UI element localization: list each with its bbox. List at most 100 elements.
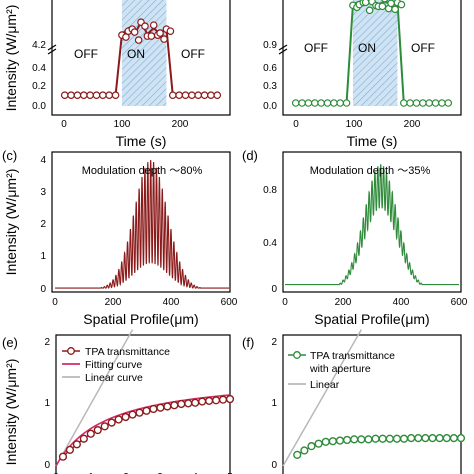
f-point — [392, 434, 402, 443]
a-point — [67, 91, 75, 100]
panel-e-ytick-2: 1 — [44, 398, 50, 409]
e-point — [156, 403, 165, 412]
e-point — [163, 402, 172, 411]
panel-b-state-off-2: OFF — [411, 41, 435, 55]
f-point — [449, 434, 458, 443]
f-point — [364, 435, 373, 444]
f-point — [350, 435, 359, 444]
b-point — [391, 5, 399, 14]
panel-f-ytick-2: 1 — [271, 398, 277, 409]
e-point — [135, 408, 144, 417]
b-point — [336, 99, 345, 107]
f-point — [414, 434, 423, 443]
a-point — [181, 91, 190, 100]
a-point — [79, 91, 88, 100]
a-point — [111, 91, 120, 100]
panel-d-xtick-4: 600 — [451, 297, 468, 308]
a-point — [156, 29, 164, 37]
a-point — [175, 91, 183, 100]
panel-c-ylabel: Intensity (W/μm²) — [3, 169, 19, 276]
b-point — [425, 99, 434, 107]
e-point — [142, 406, 151, 415]
e-point — [79, 434, 88, 443]
panel-c-series-line — [55, 159, 229, 289]
panel-d-xtick-3: 400 — [393, 297, 410, 308]
f-point — [399, 434, 409, 443]
f-point — [314, 439, 323, 448]
b-point — [419, 99, 427, 107]
panel-e-frame — [55, 334, 231, 474]
b-point — [361, 0, 370, 7]
panel-c-ytick-2: 3 — [40, 187, 46, 198]
a-point — [213, 91, 222, 100]
a-point — [168, 91, 177, 100]
panel-c-label: (c) — [2, 148, 17, 163]
b-point — [330, 99, 338, 107]
e-point — [149, 404, 158, 414]
panel-a-ylabel: Intensity (W/μm²) — [3, 5, 19, 112]
f-point — [442, 434, 451, 443]
panel-e-xtick-6: 5 — [227, 472, 233, 474]
a-point — [188, 91, 196, 100]
b-point — [399, 99, 408, 107]
panel-a-xtick-3: 200 — [172, 119, 189, 130]
e-point — [218, 395, 228, 404]
b-point — [323, 99, 332, 107]
a-point — [200, 91, 209, 100]
f-point — [428, 434, 437, 443]
panel-e-ytick-1: 2 — [44, 337, 50, 348]
panel-a-ytick-2: 0.2 — [32, 81, 46, 92]
a-point — [166, 27, 175, 35]
panel-f-linear-curve — [282, 329, 362, 467]
panel-d-ytick-3: 0 — [271, 284, 277, 295]
panel-e-xtick-3: 2 — [123, 472, 129, 474]
panel-a-xtick-1: 0 — [61, 119, 67, 130]
f-point — [300, 446, 309, 455]
panel-c-ytick-4: 1 — [40, 251, 46, 262]
e-point — [128, 410, 137, 419]
panel-a-on-region — [121, 0, 167, 106]
panel-b-xtick-3: 200 — [404, 119, 421, 130]
a-point — [207, 91, 215, 100]
b-point — [304, 99, 313, 107]
panel-e-xtick-5: 4 — [192, 472, 198, 474]
b-point — [438, 99, 446, 107]
e-point — [121, 412, 130, 422]
panel-e-legend-linear: Linear curve — [85, 372, 143, 384]
a-point — [149, 21, 158, 29]
b-point — [291, 99, 300, 107]
panel-f-ytick-1: 2 — [271, 337, 277, 348]
e-point — [114, 415, 123, 424]
panel-f-legend: TPA transmittance with aperture Linear — [288, 350, 395, 391]
e-point — [225, 394, 235, 404]
panel-e-xtick-2: 1 — [88, 472, 94, 474]
panel-e-linear-curve — [55, 329, 134, 467]
panel-b-state-off-1: OFF — [304, 41, 328, 55]
a-point — [86, 91, 94, 100]
b-point — [298, 99, 306, 107]
panel-a-xtick-2: 100 — [114, 119, 131, 130]
panel-a-state-on: ON — [127, 47, 145, 61]
panel-d-label: (d) — [242, 148, 258, 163]
f-point — [293, 450, 302, 459]
panel-f: (f) 2 1 0 TPA transmittance with apertur… — [242, 329, 466, 474]
panel-f-legend-linear: Linear — [310, 379, 340, 391]
panel-c-xtick-1: 0 — [52, 297, 58, 308]
b-point — [365, 6, 374, 15]
panel-c-xtick-2: 200 — [105, 297, 122, 308]
panel-c-frame — [51, 151, 231, 293]
panel-b-ytick-3: 0.0 — [263, 101, 277, 112]
panel-c-xlabel: Spatial Profile(μm) — [83, 311, 198, 327]
panel-b-axis-break — [278, 44, 288, 55]
panel-b-ytick-1: 0.6 — [263, 63, 277, 74]
b-point — [412, 99, 421, 107]
panel-b-frame — [282, 0, 462, 116]
panel-c: (c) Modulation depth ～80% 4 3 2 1 0 0 20… — [2, 148, 238, 327]
panel-e-fitting-curve — [55, 394, 231, 467]
f-point — [456, 434, 466, 443]
a-point — [160, 35, 168, 43]
b-point — [397, 0, 406, 9]
panel-c-ytick-5: 0 — [40, 284, 46, 295]
panel-e-xtick-4: 3 — [157, 472, 163, 474]
panel-e-ylabel: Intensity (W/μm²) — [3, 359, 19, 466]
